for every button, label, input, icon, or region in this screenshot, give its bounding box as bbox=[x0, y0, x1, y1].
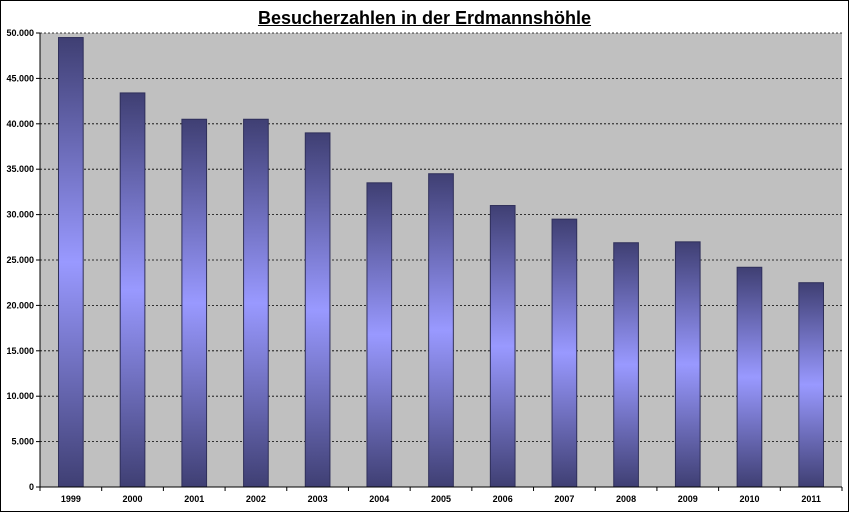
bar-2009 bbox=[674, 241, 701, 488]
bar-2007 bbox=[551, 218, 578, 488]
bar-2003 bbox=[304, 132, 331, 488]
bar-2000 bbox=[119, 92, 146, 488]
x-tick-label: 2007 bbox=[554, 494, 574, 504]
y-tick-label: 5.000 bbox=[11, 437, 34, 447]
y-tick-label: 30.000 bbox=[6, 210, 34, 220]
bar-2008 bbox=[613, 242, 639, 488]
bar-2004 bbox=[366, 182, 393, 488]
y-tick-label: 35.000 bbox=[6, 164, 34, 174]
bar-2010 bbox=[736, 266, 763, 488]
x-tick-label: 2005 bbox=[431, 494, 451, 504]
x-tick-label: 2001 bbox=[184, 494, 204, 504]
axes bbox=[36, 32, 843, 491]
y-tick-label: 45.000 bbox=[6, 73, 34, 83]
bar-2006 bbox=[489, 205, 516, 488]
y-tick-labels: 0 5.000 10.000 15.000 20.000 25.000 30.000 35.0… bbox=[6, 28, 34, 492]
bar-2011 bbox=[798, 282, 824, 488]
y-tick-label: 25.000 bbox=[6, 255, 34, 265]
bar-2002 bbox=[243, 118, 269, 488]
x-tick-label: 2008 bbox=[616, 494, 636, 504]
x-tick-label: 1999 bbox=[61, 494, 81, 504]
bars bbox=[58, 37, 824, 488]
x-tick-label: 2003 bbox=[308, 494, 328, 504]
x-tick-label: 2009 bbox=[678, 494, 698, 504]
x-tick-label: 2004 bbox=[369, 494, 389, 504]
y-tick-label: 50.000 bbox=[6, 28, 34, 38]
x-tick-label: 2006 bbox=[493, 494, 513, 504]
x-tick-labels: 1999 2000 2001 2002 2003 2004 2005 2006 2007 2008… bbox=[61, 494, 821, 504]
y-tick-label: 20.000 bbox=[6, 300, 34, 310]
x-tick-label: 2011 bbox=[801, 494, 821, 504]
y-tick-label: 0 bbox=[29, 482, 34, 492]
y-tick-label: 40.000 bbox=[6, 119, 34, 129]
chart-title: Besucherzahlen in der Erdmannshöhle bbox=[257, 8, 592, 28]
y-tick-label: 10.000 bbox=[6, 391, 34, 401]
x-tick-label: 2000 bbox=[123, 494, 143, 504]
x-tick-label: 2010 bbox=[739, 494, 759, 504]
bar-2001 bbox=[181, 118, 208, 488]
y-tick-label: 15.000 bbox=[6, 346, 34, 356]
x-tick-label: 2002 bbox=[246, 494, 266, 504]
bar-1999 bbox=[58, 37, 84, 488]
bar-2005 bbox=[428, 173, 454, 488]
